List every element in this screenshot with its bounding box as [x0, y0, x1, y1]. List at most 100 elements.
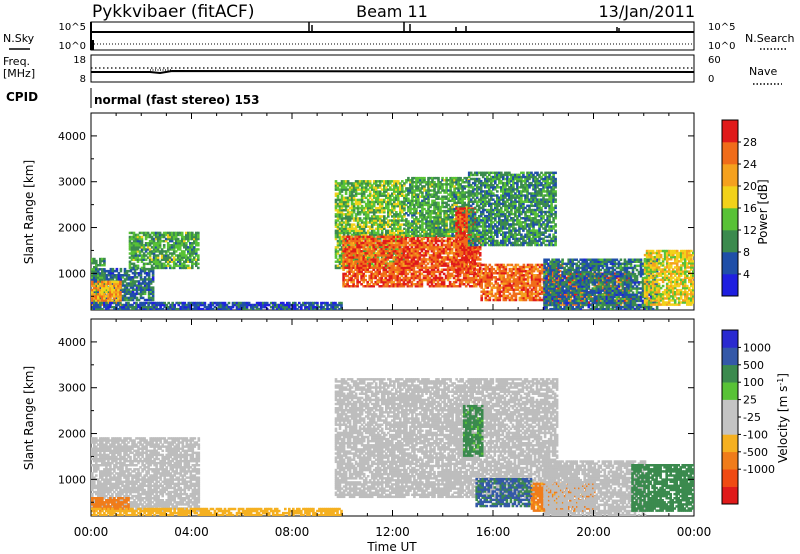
- echo-cell: [411, 214, 414, 217]
- echo-cell: [346, 229, 350, 233]
- echo-cell: [109, 272, 113, 275]
- echo-cell: [101, 257, 104, 261]
- echo-cell: [364, 258, 368, 261]
- echo-cell: [412, 241, 416, 245]
- echo-cell: [431, 181, 434, 184]
- echo-cell: [374, 276, 378, 280]
- echo-cell: [413, 212, 416, 215]
- echo-cell: [154, 256, 158, 259]
- echo-cell: [410, 260, 414, 263]
- echo-cell: [455, 236, 458, 239]
- echo-cell: [350, 196, 354, 200]
- echo-cell: [113, 276, 117, 279]
- echo-cell: [172, 231, 176, 235]
- echo-cell: [350, 182, 354, 185]
- echo-cell: [354, 258, 358, 261]
- echo-cell: [458, 280, 462, 284]
- echo-cell: [348, 276, 351, 280]
- echo-cell: [406, 276, 410, 280]
- echo-cell: [133, 305, 136, 309]
- echo-cell: [386, 239, 390, 243]
- echo-cell: [348, 231, 352, 235]
- echo-cell: [380, 250, 384, 253]
- echo-cell: [448, 245, 452, 249]
- echo-cell: [150, 250, 154, 253]
- echo-cell: [459, 223, 462, 227]
- echo-cell: [156, 237, 160, 241]
- echo-cell: [457, 185, 460, 188]
- echo-cell: [360, 250, 363, 253]
- echo-cell: [449, 209, 452, 213]
- echo-cell: [402, 266, 406, 269]
- echo-cell: [189, 305, 193, 309]
- echo-cell: [452, 262, 456, 265]
- echo-cell: [93, 299, 96, 302]
- echo-cell: [350, 260, 353, 263]
- echo-cell: [420, 250, 424, 253]
- echo-cell: [139, 288, 143, 291]
- echo-cell: [443, 232, 446, 236]
- echo-cell: [403, 196, 406, 200]
- echo-cell: [150, 235, 154, 239]
- echo-cell: [308, 303, 311, 307]
- echo-cell: [446, 274, 450, 278]
- echo-cell: [428, 272, 432, 276]
- echo-cell: [142, 244, 146, 247]
- echo-cell: [99, 276, 102, 279]
- echo-cell: [227, 301, 231, 305]
- echo-cell: [197, 248, 200, 251]
- echo-cell: [338, 202, 342, 206]
- echo-cell: [131, 307, 134, 310]
- echo-cell: [389, 188, 392, 191]
- echo-cell: [411, 222, 414, 225]
- echo-cell: [354, 237, 357, 241]
- echo-cell: [374, 274, 378, 278]
- echo-cell: [445, 226, 448, 229]
- echo-cell: [358, 237, 361, 241]
- echo-cell: [409, 207, 412, 211]
- echo-cell: [416, 260, 420, 263]
- echo-cell: [143, 292, 147, 296]
- echo-cell: [362, 237, 366, 241]
- echo-cell: [448, 256, 452, 259]
- echo-cell: [455, 203, 458, 207]
- echo-cell: [131, 286, 135, 289]
- echo-cell: [97, 284, 100, 288]
- echo-cell: [354, 190, 358, 193]
- echo-cell: [195, 242, 198, 245]
- echo-cell: [439, 205, 442, 209]
- echo-cell: [354, 266, 357, 269]
- echo-cell: [334, 182, 338, 185]
- echo-cell: [424, 270, 428, 274]
- echo-cell: [154, 250, 158, 253]
- echo-cell: [227, 307, 231, 310]
- echo-cell: [127, 292, 131, 296]
- echo-cell: [453, 203, 456, 207]
- echo-cell: [107, 282, 110, 286]
- echo-cell: [457, 199, 460, 203]
- echo-cell: [175, 307, 179, 310]
- echo-cell: [352, 266, 355, 269]
- echo-cell: [436, 262, 440, 265]
- echo-cell: [403, 198, 406, 202]
- echo-cell: [461, 252, 464, 256]
- echo-cell: [435, 228, 438, 231]
- echo-cell: [393, 200, 396, 204]
- echo-cell: [352, 262, 355, 265]
- echo-cell: [111, 286, 114, 290]
- echo-cell: [160, 233, 164, 237]
- echo-cell: [356, 231, 360, 235]
- echo-cell: [245, 307, 249, 310]
- echo-cell: [366, 211, 370, 214]
- echo-cell: [115, 293, 118, 296]
- echo-cell: [144, 248, 148, 251]
- echo-cell: [348, 215, 352, 218]
- echo-cell: [437, 212, 440, 215]
- echo-cell: [131, 278, 135, 281]
- echo-cell: [223, 301, 227, 305]
- echo-cell: [340, 219, 344, 222]
- echo-cell: [185, 256, 188, 259]
- echo-cell: [162, 235, 166, 239]
- echo-cell: [350, 184, 354, 187]
- echo-cell: [364, 256, 368, 259]
